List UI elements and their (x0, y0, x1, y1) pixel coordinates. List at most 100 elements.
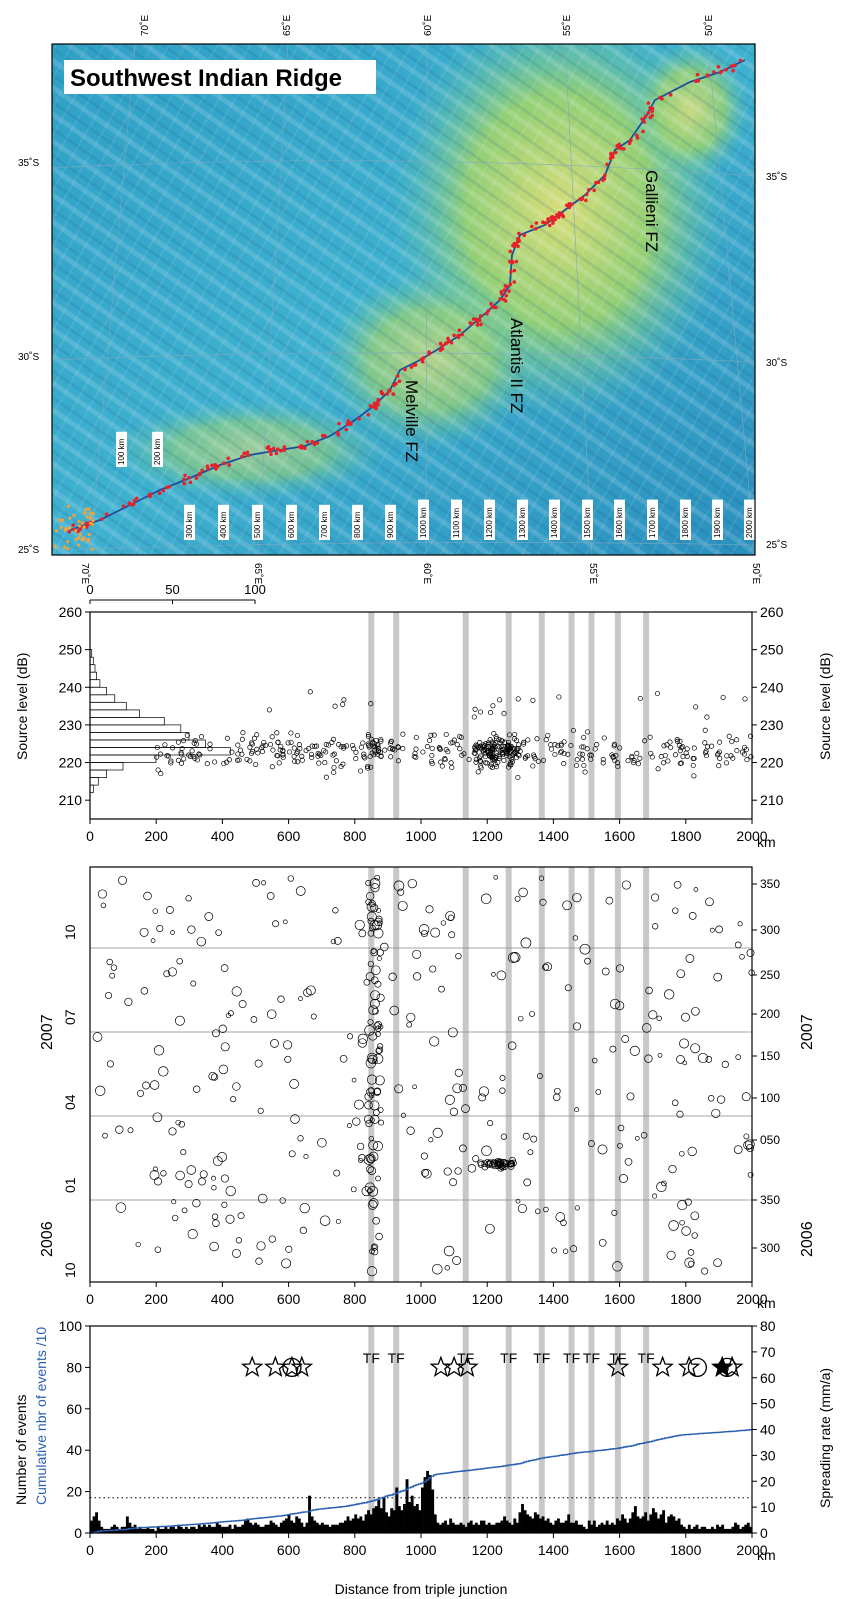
source-level-point (496, 736, 502, 743)
event-point (542, 963, 550, 971)
source-level-point (744, 757, 750, 763)
event-point (373, 1022, 381, 1030)
source-level-point (498, 743, 504, 749)
source-level-point (361, 754, 367, 760)
map-event-dot (534, 221, 539, 225)
event-point (118, 875, 127, 885)
event-point (204, 912, 214, 921)
event-bar (149, 1528, 152, 1533)
source-level-point (480, 742, 486, 748)
event-point (397, 900, 408, 911)
xtick-label: 0 (86, 828, 94, 844)
event-bar (692, 1526, 696, 1533)
event-bar (174, 1528, 178, 1533)
ytick-label-right: 60 (760, 1370, 776, 1386)
event-bar (467, 1522, 471, 1533)
ytick-label: 210 (59, 792, 83, 808)
event-point (256, 1241, 266, 1251)
source-level-point (724, 753, 730, 759)
source-level-point (295, 759, 301, 765)
event-bar (726, 1528, 730, 1533)
event-bar (569, 1522, 573, 1533)
map-event-dot (194, 476, 199, 480)
event-bar (510, 1524, 514, 1533)
event-point (552, 1093, 561, 1102)
ytick-label: 260 (59, 604, 83, 620)
map-event-dot (397, 379, 402, 384)
xtick-label: 400 (211, 1542, 235, 1558)
km-label: 1900 km (712, 499, 723, 540)
source-level-point (344, 743, 350, 749)
map-event-dot (240, 454, 244, 459)
source-level-point (454, 742, 460, 748)
km-label: 1600 km (614, 499, 625, 540)
km-label-text: 1100 km (452, 508, 461, 538)
source-level-point (312, 743, 318, 749)
map-event-dot (90, 547, 94, 552)
source-level-point (585, 729, 591, 735)
source-level-point (522, 755, 528, 761)
event-point (310, 1013, 317, 1020)
source-level-point (635, 761, 641, 767)
event-point (375, 1031, 381, 1037)
event-point (370, 903, 379, 913)
event-point (372, 1217, 380, 1225)
source-level-point (274, 730, 280, 736)
event-bar (290, 1520, 294, 1533)
event-point (572, 935, 579, 941)
xtick-label: 200 (145, 1291, 169, 1307)
source-level-point (350, 742, 356, 749)
event-point (499, 1075, 506, 1081)
event-point (520, 937, 532, 949)
tf-label: TF (363, 1350, 380, 1366)
map-event-dot (392, 383, 396, 388)
event-bar (421, 1487, 424, 1533)
event-point (377, 1043, 384, 1050)
event-point (412, 949, 422, 959)
map-event-dot (514, 242, 518, 246)
event-point (115, 1202, 127, 1213)
km-label: 500 km (252, 504, 263, 540)
source-level-point (237, 747, 243, 753)
event-point (158, 1066, 169, 1077)
xtick-label: 600 (277, 1542, 301, 1558)
map-event-dot (128, 502, 132, 506)
km-label: 100 km (116, 431, 127, 467)
event-bar (264, 1524, 268, 1533)
map-event-dot (594, 180, 598, 185)
source-level-point (579, 756, 586, 762)
event-point (378, 1119, 385, 1126)
source-level-point (520, 741, 527, 747)
event-bar (449, 1518, 453, 1533)
event-point (652, 923, 659, 930)
source-level-point (457, 746, 463, 752)
source-level-point (555, 743, 561, 749)
map-event-dot (641, 129, 645, 134)
source-level-point (168, 758, 174, 764)
map-event-dot (90, 522, 95, 526)
histogram-bin (89, 769, 107, 778)
source-level-point (322, 760, 328, 766)
source-level-point (448, 760, 454, 766)
event-point (587, 1140, 595, 1148)
source-level-point (448, 740, 454, 746)
event-point (373, 1088, 381, 1096)
source-level-point (680, 744, 686, 750)
ridge-axis (69, 59, 746, 531)
xtick-label: 800 (343, 1542, 367, 1558)
event-point (595, 1089, 602, 1095)
km-label: 1100 km (451, 499, 462, 540)
event-point (367, 1155, 375, 1164)
source-level-point (155, 767, 161, 773)
map-event-dot (471, 317, 476, 321)
month-label: 04 (62, 1094, 78, 1110)
map-graticule (425, 44, 428, 555)
source-level-point (428, 732, 434, 738)
source-level-point (368, 701, 374, 707)
event-point (160, 1170, 167, 1177)
km-label-bg (517, 499, 528, 540)
source-level-point (535, 758, 541, 764)
event-point (287, 875, 294, 882)
event-point (380, 942, 389, 952)
source-level-point (341, 697, 347, 703)
